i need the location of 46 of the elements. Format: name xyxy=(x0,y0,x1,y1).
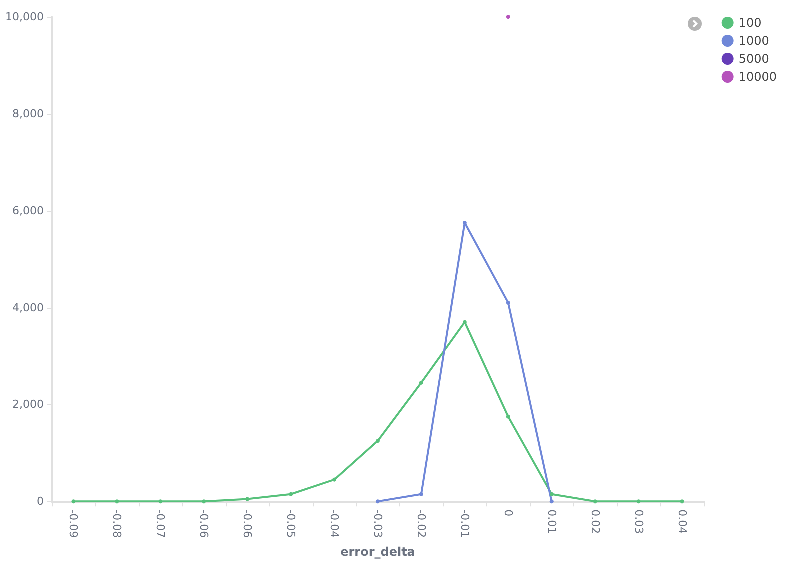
x-tick-label: 0 xyxy=(502,510,515,517)
y-tick-label: 0 xyxy=(37,495,44,508)
y-tick-label: 6,000 xyxy=(12,204,44,218)
x-tick-label: -0.09 xyxy=(67,510,80,538)
x-tick-label: -0.08 xyxy=(110,510,124,538)
legend-label: 100 xyxy=(738,16,762,30)
x-tick-label: -0.06 xyxy=(241,510,254,538)
point xyxy=(636,500,641,504)
legend-label: 5000 xyxy=(738,52,770,66)
point xyxy=(506,300,510,305)
x-tick-label: 0.03 xyxy=(632,510,646,534)
y-tick-label: 10,000 xyxy=(6,10,44,24)
point xyxy=(506,414,510,419)
point xyxy=(376,439,380,444)
y-tick-label: 4,000 xyxy=(12,301,44,314)
x-tick-label: -0.05 xyxy=(284,510,298,538)
point xyxy=(419,492,424,496)
x-tick-label: 0.01 xyxy=(545,510,558,534)
point xyxy=(462,320,467,324)
point xyxy=(680,500,684,504)
y-tick-label: 2,000 xyxy=(12,398,44,412)
x-tick-label: -0.02 xyxy=(414,510,428,538)
x-tick-label: -0.04 xyxy=(328,510,342,538)
legend-label: 10000 xyxy=(738,70,778,84)
point xyxy=(289,492,294,496)
point xyxy=(376,500,380,504)
x-tick-label: 0.02 xyxy=(588,510,602,534)
x-axis-title: error_delta xyxy=(340,545,416,559)
point xyxy=(550,500,554,504)
point xyxy=(115,500,120,504)
x-tick-label: -0.01 xyxy=(458,510,472,538)
point xyxy=(246,497,250,502)
point xyxy=(158,500,163,504)
point xyxy=(202,500,206,504)
x-tick-label: -0.03 xyxy=(372,510,384,538)
point xyxy=(332,478,337,482)
y-tick-label: 8,000 xyxy=(12,107,44,120)
x-tick-label: -0.07 xyxy=(154,510,168,538)
point xyxy=(593,500,598,504)
point xyxy=(72,500,76,504)
x-tick-label: 0.04 xyxy=(676,510,689,534)
x-tick-label: -0.06 xyxy=(198,510,211,538)
point xyxy=(419,380,424,385)
point xyxy=(550,492,554,496)
point xyxy=(462,220,467,225)
legend-label: 1000 xyxy=(738,34,770,48)
